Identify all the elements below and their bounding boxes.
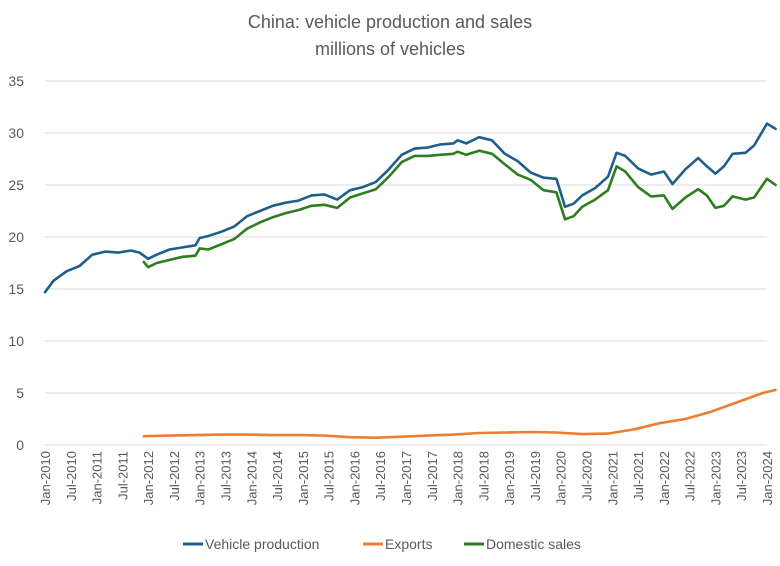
- y-tick-label: 0: [16, 437, 24, 453]
- x-tick-label: Jan-2022: [657, 451, 672, 505]
- y-tick-label: 25: [8, 177, 24, 193]
- x-tick-label: Jul-2013: [219, 451, 234, 501]
- y-tick-label: 30: [8, 125, 24, 141]
- x-tick-label: Jul-2010: [64, 451, 79, 501]
- chart-subtitle: millions of vehicles: [315, 39, 465, 59]
- y-tick-label: 35: [8, 73, 24, 89]
- y-tick-label: 5: [16, 385, 24, 401]
- y-tick-label: 15: [8, 281, 24, 297]
- x-tick-label: Jan-2020: [554, 451, 569, 505]
- x-tick-label: Jan-2024: [760, 451, 775, 505]
- x-tick-label: Jan-2011: [90, 451, 105, 504]
- x-tick-label: Jul-2017: [425, 451, 440, 501]
- x-tick-label: Jul-2011: [115, 451, 130, 500]
- chart-title: China: vehicle production and sales: [248, 12, 532, 32]
- y-tick-label: 10: [8, 333, 24, 349]
- x-tick-label: Jul-2022: [683, 451, 698, 501]
- legend-label-domestic-sales: Domestic sales: [486, 536, 581, 552]
- x-tick-label: Jul-2014: [270, 451, 285, 501]
- x-tick-label: Jul-2020: [580, 451, 595, 501]
- x-tick-label: Jul-2015: [322, 451, 337, 501]
- x-tick-label: Jan-2014: [244, 451, 259, 505]
- x-tick-label: Jan-2013: [193, 451, 208, 505]
- series-line-exports: [142, 388, 777, 439]
- series-lines: [43, 122, 777, 439]
- x-tick-label: Jul-2023: [734, 451, 749, 501]
- legend: Vehicle production Exports Domestic sales: [183, 536, 581, 552]
- y-axis-ticks: 0 5 10 15 20 25 30 35: [8, 73, 24, 453]
- x-tick-label: Jul-2016: [373, 451, 388, 501]
- series-line-domestic-sales: [142, 149, 777, 269]
- y-tick-label: 20: [8, 229, 24, 245]
- y-gridlines: [45, 80, 767, 446]
- x-tick-label: Jul-2019: [528, 451, 543, 501]
- legend-label-exports: Exports: [385, 536, 432, 552]
- x-tick-label: Jan-2019: [502, 451, 517, 505]
- x-tick-label: Jul-2021: [631, 451, 646, 501]
- legend-label-vehicle-production: Vehicle production: [205, 536, 319, 552]
- x-axis-ticks: Jan-2010 Jul-2010 Jan-2011 Jul-2011 Jan-2012…: [38, 451, 775, 505]
- x-tick-label: Jan-2017: [399, 451, 414, 505]
- x-tick-label: Jan-2021: [605, 451, 620, 505]
- x-tick-label: Jan-2023: [708, 451, 723, 505]
- x-tick-label: Jan-2015: [296, 451, 311, 505]
- x-tick-label: Jan-2010: [38, 451, 53, 505]
- series-line-vehicle-production: [43, 122, 777, 294]
- x-tick-label: Jan-2016: [347, 451, 362, 505]
- x-tick-label: Jan-2018: [451, 451, 466, 505]
- x-tick-label: Jul-2018: [476, 451, 491, 501]
- x-tick-label: Jul-2012: [167, 451, 182, 501]
- x-tick-label: Jan-2012: [141, 451, 156, 505]
